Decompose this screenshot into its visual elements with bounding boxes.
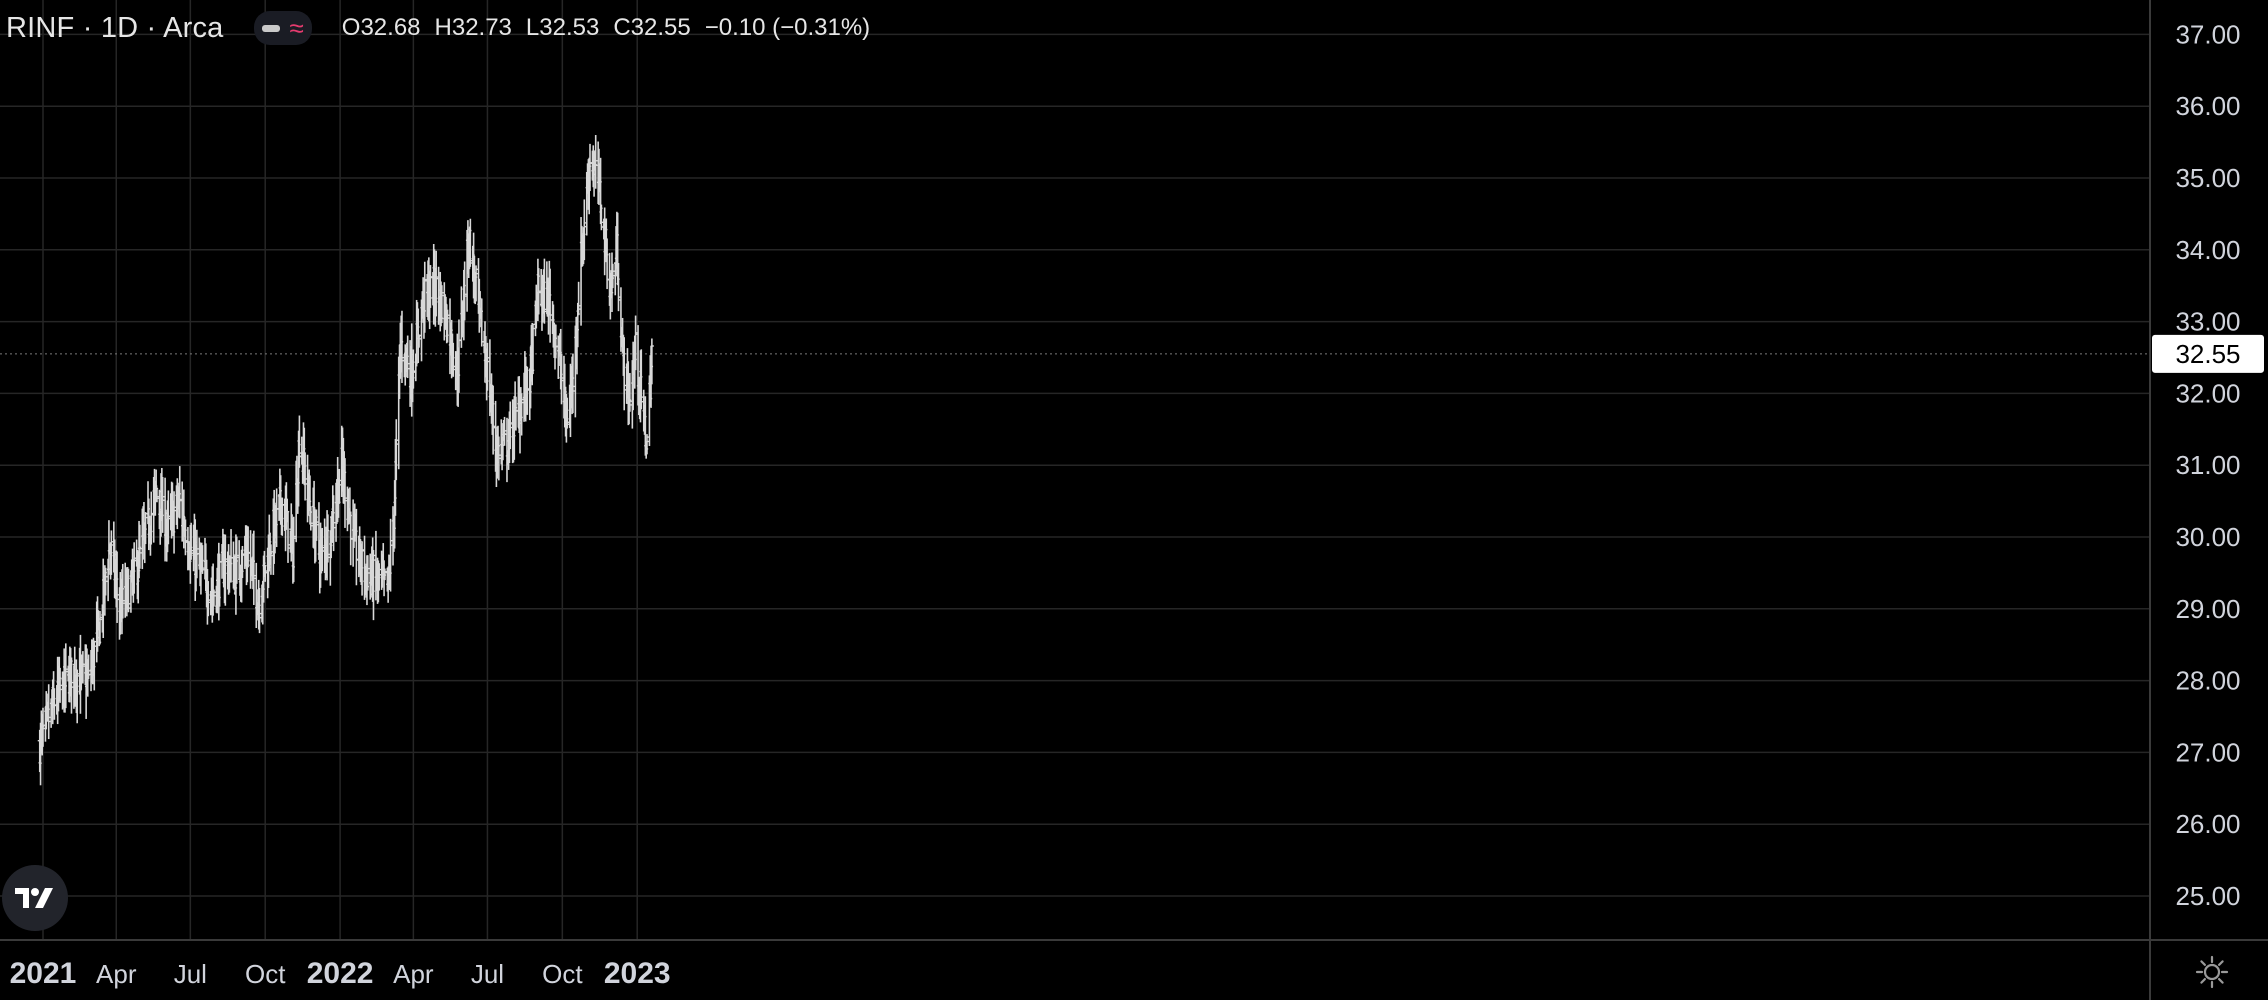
time-tick-label: Oct (542, 959, 583, 989)
chart-legend: RINF · 1D · Arca ≈ O32.68 H32.73 L32.53 … (6, 8, 870, 48)
time-axis[interactable]: 2021 Apr Jul Oct 2022 Apr Jul Oct 2023 (10, 957, 671, 990)
price-bars (37, 135, 654, 786)
gear-icon[interactable] (2194, 954, 2230, 990)
last-price-value: 32.55 (2175, 339, 2240, 369)
price-tick-label: 32.00 (2175, 378, 2240, 408)
time-tick-label: 2022 (307, 957, 374, 990)
minus-toggle-icon[interactable] (261, 24, 280, 32)
tradingview-logo-icon[interactable] (2, 865, 68, 931)
ohlc-bar (46, 684, 51, 740)
price-tick-label: 29.00 (2175, 594, 2240, 624)
price-tick-label: 35.00 (2175, 163, 2240, 193)
price-tick-label: 37.00 (2175, 19, 2240, 49)
price-tick-label: 27.00 (2175, 737, 2240, 767)
time-tick-label: Apr (96, 959, 137, 989)
time-tick-label: 2021 (10, 957, 77, 990)
ohlc-values: O32.68 H32.73 L32.53 C32.55 −0.10 (−0.31… (342, 14, 870, 42)
price-tick-label: 26.00 (2175, 809, 2240, 839)
time-tick-label: Jul (174, 959, 207, 989)
change-value: −0.10 (−0.31%) (704, 14, 871, 41)
last-price-label: 32.55 (2152, 334, 2264, 373)
time-tick-label: Oct (245, 959, 286, 989)
ohlc-bar (649, 338, 654, 385)
grid-lines (0, 0, 2150, 940)
time-tick-label: Jul (471, 959, 504, 989)
tradingview-logo-glyph (15, 888, 53, 908)
time-tick-label: 2023 (604, 957, 671, 990)
price-tick-label: 36.00 (2175, 91, 2240, 121)
price-tick-label: 25.00 (2175, 881, 2240, 911)
wave-toggle-icon[interactable]: ≈ (289, 13, 304, 43)
time-tick-label: Apr (393, 959, 434, 989)
price-tick-label: 28.00 (2175, 666, 2240, 696)
open-value: O32.68 (341, 14, 421, 41)
price-tick-label: 31.00 (2175, 450, 2240, 480)
price-tick-label: 33.00 (2175, 307, 2240, 337)
symbol-title[interactable]: RINF · 1D · Arca (6, 11, 224, 44)
indicator-toggles[interactable]: ≈ (253, 11, 312, 45)
high-value: H32.73 (434, 14, 512, 41)
low-value: L32.53 (525, 14, 600, 41)
price-axis[interactable]: 25.00 26.00 27.00 28.00 29.00 30.00 31.00 32.00… (2175, 0, 2240, 911)
close-value: C32.55 (613, 14, 691, 41)
price-tick-label: 34.00 (2175, 235, 2240, 265)
price-tick-label: 30.00 (2175, 522, 2240, 552)
